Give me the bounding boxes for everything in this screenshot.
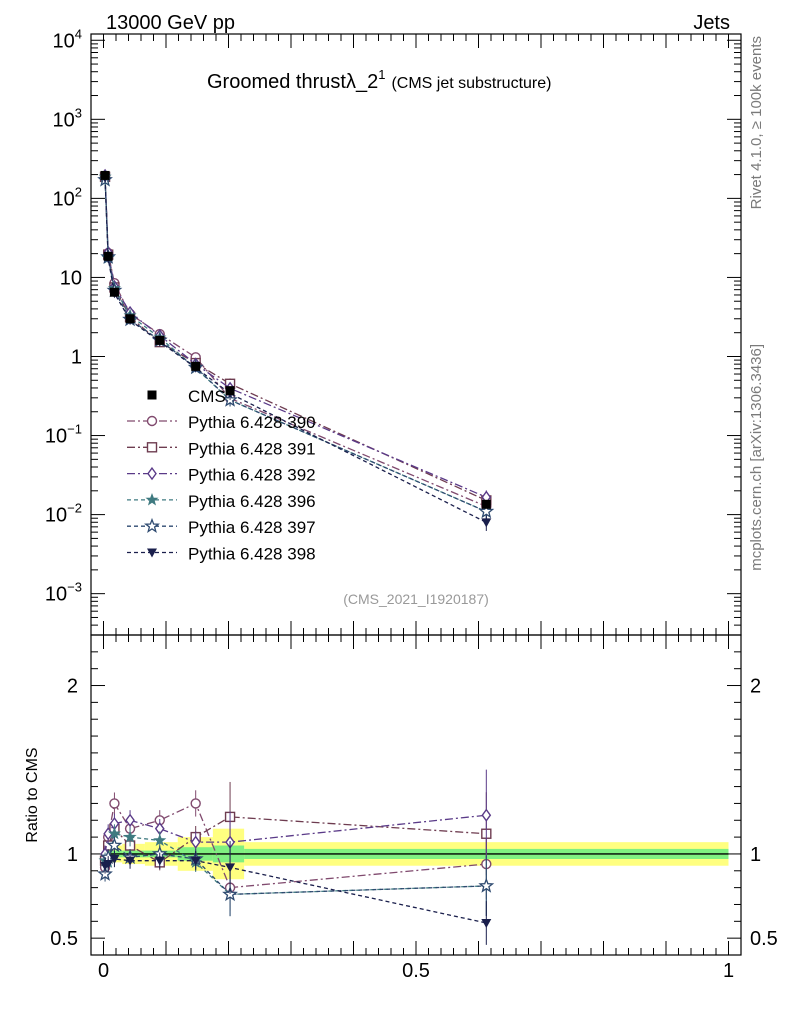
x-tick-label: 0.5 <box>402 960 430 982</box>
series-marker-ratio <box>125 813 135 827</box>
series-marker-ratio <box>123 830 137 843</box>
series-line-top <box>104 179 487 513</box>
series-marker-ratio <box>225 863 236 873</box>
y-tick-label: 102 <box>53 184 82 210</box>
series-marker-ratio <box>109 798 120 809</box>
data-point <box>103 251 113 261</box>
legend-marker <box>146 415 158 427</box>
ratio-y-axis-label: Ratio to CMS <box>24 747 41 842</box>
y-tick-label: 104 <box>53 26 82 52</box>
series-marker-ratio <box>190 835 201 849</box>
series-line-top <box>104 177 487 523</box>
axis-ticks <box>90 34 742 956</box>
legend-label: Pythia 6.428 397 <box>188 518 316 537</box>
series-marker-ratio <box>107 826 121 840</box>
data-point <box>125 314 135 324</box>
ratio-y-tick-label-left: 0.5 <box>50 928 78 950</box>
analysis-id-label: (CMS_2021_I1920187) <box>343 591 489 607</box>
legend-label: Pythia 6.428 396 <box>188 492 316 511</box>
ratio-plot-frame <box>90 634 742 956</box>
series-marker-ratio <box>481 919 492 928</box>
series-line-ratio <box>104 844 487 896</box>
series-marker-ratio <box>103 860 114 870</box>
x-tick-label: 0 <box>98 960 109 982</box>
legend-label: Pythia 6.428 398 <box>188 545 316 564</box>
legend-label: Pythia 6.428 392 <box>188 466 316 485</box>
series-390 <box>99 173 492 911</box>
plot-title: Groomed thrustλ_21 (CMS jet substructure) <box>207 67 551 93</box>
legend-marker-data <box>147 390 157 400</box>
legend-marker <box>147 466 157 481</box>
plot-title-sup: 1 <box>378 67 385 82</box>
series-marker-ratio <box>190 856 201 866</box>
legend: Pythia 6.428 390 Pythia 6.428 391 Pythia 6… <box>127 387 316 564</box>
series-marker-ratio <box>109 855 120 864</box>
legend-label: Pythia 6.428 391 <box>188 439 316 458</box>
series-marker-ratio <box>153 833 167 847</box>
y-tick-label: 10−2 <box>45 501 82 527</box>
data-point <box>100 170 110 180</box>
plot-title-sub: (CMS jet substructure) <box>391 75 551 92</box>
ratio-y-tick-label-right: 1 <box>750 844 761 866</box>
mcplots-label: mcplots.cern.ch [arXiv:1306.3436] <box>748 344 765 571</box>
data-point <box>109 287 119 297</box>
plot-title-main: Groomed thrustλ_2 <box>207 71 378 93</box>
series-marker-top <box>478 503 495 519</box>
legend-marker <box>146 442 158 453</box>
header-collision-label: 13000 GeV pp <box>106 12 235 34</box>
data-point <box>191 361 201 371</box>
series-marker-ratio <box>481 808 492 822</box>
y-tick-label: 1 <box>71 346 82 368</box>
x-tick-label: 1 <box>723 960 734 982</box>
cms-data-series <box>100 170 491 509</box>
series-marker-ratio <box>106 837 123 853</box>
legend-marker <box>144 517 160 534</box>
ratio-y-tick-label-right: 0.5 <box>750 928 778 950</box>
y-tick-label: 10−1 <box>45 422 82 448</box>
series-396 <box>98 169 493 917</box>
ratio-y-tick-label-right: 2 <box>750 676 761 698</box>
series-marker-ratio <box>154 856 165 866</box>
data-point <box>155 335 165 345</box>
legend-marker <box>145 493 159 506</box>
series-marker-ratio <box>125 856 136 866</box>
data-point <box>225 386 235 396</box>
y-tick-label: 10−3 <box>45 580 82 606</box>
legend-label-data: CMS <box>188 387 226 406</box>
series-line-top <box>104 178 487 508</box>
series-marker-top <box>481 518 492 528</box>
header-category-label: Jets <box>693 12 730 34</box>
rivet-version-label: Rivet 4.1.0, ≥ 100k events <box>748 36 765 209</box>
series-line-ratio <box>104 858 487 924</box>
legend-marker <box>147 548 157 558</box>
ratio-y-tick-label-left: 2 <box>67 676 78 698</box>
ratio-y-tick-label-left: 1 <box>67 844 78 866</box>
y-tick-label: 103 <box>53 105 82 131</box>
series-marker-ratio <box>478 877 495 893</box>
y-tick-label: 10 <box>60 267 82 289</box>
series-marker-ratio <box>190 798 201 809</box>
legend-label: Pythia 6.428 390 <box>188 413 316 432</box>
tick-labels: 10−3 10−2 10−1 1 10 102 103 104 0.5 0.5 1 1 2 2 0 0.5 1 <box>45 26 778 982</box>
data-point <box>481 499 491 509</box>
